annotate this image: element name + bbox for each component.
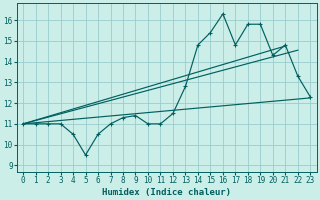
X-axis label: Humidex (Indice chaleur): Humidex (Indice chaleur) (102, 188, 231, 197)
